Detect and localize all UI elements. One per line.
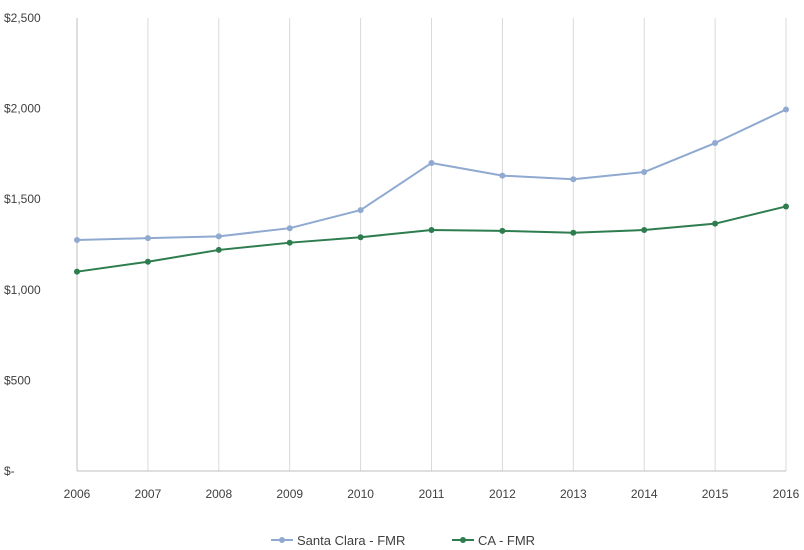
x-tick-label: 2007 (135, 487, 162, 501)
y-tick-label: $2,500 (4, 11, 41, 25)
y-tick-label: $1,500 (4, 192, 41, 206)
x-axis-ticks: 2006 2007 2008 2009 2010 2011 2012 2013 2014 2015… (64, 487, 800, 501)
legend-item-1: CA - FMR (452, 533, 535, 548)
y-tick-label: $- (4, 464, 15, 478)
series-1-point (74, 268, 80, 275)
legend-label: CA - FMR (478, 533, 535, 548)
series-group (74, 106, 789, 275)
y-tick-label: $1,000 (4, 283, 41, 297)
series-1-point (712, 220, 719, 227)
series-0-point (215, 233, 222, 240)
x-tick-label: 2011 (419, 487, 445, 501)
series-0-point (570, 176, 577, 183)
series-1-point (783, 203, 789, 210)
x-tick-label: 2008 (205, 487, 232, 501)
y-tick-label: $500 (4, 373, 31, 387)
series-0-point (428, 159, 435, 166)
y-axis-ticks: $- $500 $1,000 $1,500 $2,000 $2,500 (4, 11, 41, 478)
x-tick-label: 2010 (347, 487, 374, 501)
series-1-point (215, 246, 222, 253)
x-tick-label: 2006 (64, 487, 91, 501)
x-tick-label: 2012 (489, 487, 516, 501)
series-0-point (286, 225, 293, 232)
legend-label: Santa Clara - FMR (297, 533, 405, 548)
series-0-point (357, 207, 364, 214)
series-1-point (641, 227, 648, 234)
x-tick-label: 2009 (276, 487, 303, 501)
gridlines (147, 18, 787, 471)
series-0-point (783, 106, 789, 113)
series-0-point (499, 172, 506, 179)
series-1-point (286, 239, 293, 246)
series-1-point (499, 227, 506, 234)
series-0-point (74, 236, 80, 243)
x-tick-label: 2016 (773, 487, 800, 501)
series-1-point (357, 234, 364, 241)
series-0-point (712, 140, 719, 147)
series-0-point (144, 235, 151, 242)
axes (76, 18, 786, 472)
series-0-point (641, 169, 648, 176)
series-1-point (570, 229, 577, 236)
y-tick-label: $2,000 (4, 102, 41, 116)
legend-swatch-marker (460, 537, 466, 543)
legend-swatch-marker (279, 537, 285, 543)
x-tick-label: 2013 (560, 487, 587, 501)
series-1-point (428, 227, 435, 234)
series-1-point (144, 258, 151, 265)
x-tick-label: 2015 (702, 487, 729, 501)
legend-item-0: Santa Clara - FMR (271, 533, 405, 548)
x-tick-label: 2014 (631, 487, 658, 501)
legend: Santa Clara - FMR CA - FMR (271, 533, 535, 548)
